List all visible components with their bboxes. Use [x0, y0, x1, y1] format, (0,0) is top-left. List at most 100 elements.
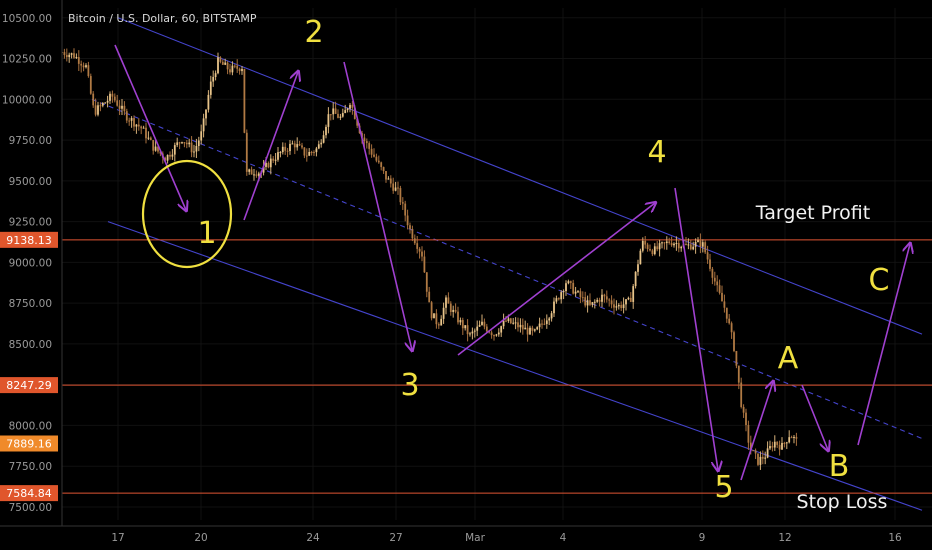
level-price-label: 7889.16 [6, 438, 52, 451]
trend-channel [91, 17, 923, 511]
candle-body [152, 140, 155, 151]
level-price-label: 9138.13 [6, 234, 52, 247]
candle-body [145, 127, 147, 139]
candle-body [663, 242, 666, 244]
candle-body [272, 158, 275, 161]
candle-body [111, 93, 114, 97]
candle-body [728, 318, 731, 324]
candle-body [661, 242, 663, 244]
candle-body [733, 332, 735, 352]
chart-title: Bitcoin / U.S. Dollar, 60, BITSTAMP [68, 12, 257, 25]
candle-body [317, 144, 320, 149]
candle-body [673, 243, 675, 246]
wave-label-B: B [829, 449, 850, 484]
candle-body [680, 246, 683, 249]
time-tick-label: Mar [465, 532, 485, 544]
candle-body [541, 323, 543, 325]
candle-body [284, 146, 287, 151]
candle-body [742, 406, 745, 413]
candle-body [740, 382, 743, 407]
candle-body [243, 68, 246, 133]
candle-body [668, 241, 671, 244]
candle-body [473, 330, 476, 332]
candle-body [193, 151, 195, 153]
price-tick-label: 10500.00 [2, 13, 52, 25]
candle-body [745, 412, 747, 426]
time-tick-label: 24 [306, 532, 320, 544]
circle-highlight [141, 159, 233, 269]
price-axis: 10500.00 10250.00 10000.00 9750.00 9500.00 92… [0, 0, 63, 550]
candle-body [584, 297, 587, 306]
candle-body [665, 241, 668, 244]
candle-body [572, 282, 575, 294]
candle-body [509, 318, 512, 324]
candle-body [766, 448, 769, 458]
wave-label-3: 3 [400, 368, 419, 403]
candle-body [344, 110, 347, 114]
candle-body [142, 127, 145, 129]
candle-body [80, 63, 83, 66]
price-tick-label: 9750.00 [9, 135, 52, 147]
candle-body [281, 146, 284, 153]
candle-body [557, 298, 560, 300]
candle-body [188, 142, 191, 145]
candle-body [99, 105, 102, 107]
candle-body [89, 76, 92, 94]
candle-body [349, 104, 351, 109]
candle-body [737, 365, 740, 383]
channel-line-2 [91, 98, 923, 439]
candle-body [382, 167, 385, 172]
candle-body [248, 169, 251, 172]
price-axis-bg [0, 0, 62, 550]
candle-body [644, 240, 647, 245]
candle-body [464, 325, 467, 329]
candle-body [166, 154, 169, 161]
wave-arrow-4 [457, 203, 655, 356]
candle-body [596, 299, 599, 302]
candle-body [94, 105, 97, 115]
candle-body [401, 202, 404, 204]
candle-body [387, 178, 390, 180]
candle-body [773, 441, 776, 448]
candle-body [173, 145, 176, 155]
target-profit-label: Target Profit [755, 202, 870, 224]
candle-body [365, 141, 368, 144]
candle-body [351, 104, 354, 108]
candle-body [123, 105, 126, 112]
candle-body [452, 309, 455, 312]
candle-body [118, 105, 121, 109]
candle-body [65, 54, 68, 58]
level-price-badge [0, 231, 58, 248]
price-tick-label: 7500.00 [9, 502, 52, 514]
candle-body [197, 140, 200, 146]
candle-body [437, 324, 440, 326]
time-tick-label: 17 [111, 532, 124, 544]
candle-body [656, 246, 659, 250]
candle-body [73, 53, 75, 58]
candle-body [363, 137, 366, 142]
candle-body [332, 108, 335, 115]
candle-body [461, 320, 464, 329]
candle-body [353, 107, 356, 119]
candle-body [109, 93, 111, 101]
time-axis-bg [0, 526, 932, 550]
candle-body [209, 81, 212, 95]
candle-body [505, 320, 507, 322]
candle-body [543, 323, 546, 325]
annotations: Target Profit Stop Loss [755, 202, 888, 513]
candle-body [697, 240, 699, 242]
candle-body [241, 68, 243, 72]
candle-body [303, 147, 306, 156]
candle-body [718, 285, 721, 293]
candle-body [289, 143, 291, 152]
candle-body [548, 318, 551, 321]
candle-body [133, 118, 135, 127]
candle-body [411, 228, 414, 239]
candle-body [70, 53, 73, 55]
time-tick-label: 9 [699, 532, 706, 544]
price-tick-label: 10250.00 [2, 54, 52, 66]
wave-arrow-5 [674, 187, 718, 470]
wave-arrow-8 [857, 244, 910, 446]
candle-body [677, 243, 680, 249]
